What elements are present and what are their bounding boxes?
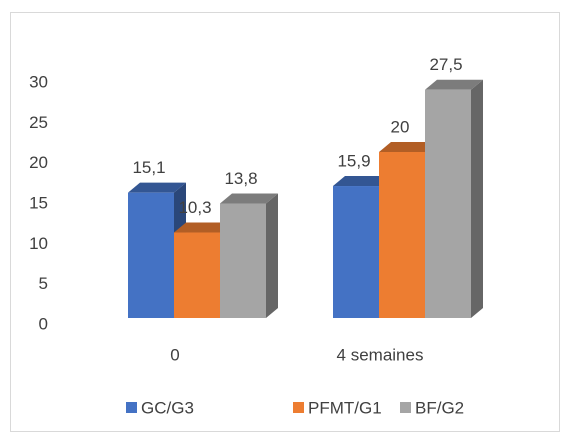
legend-swatch [400, 402, 411, 413]
bar-top [379, 142, 437, 152]
value-label: 15,9 [337, 152, 370, 171]
y-tick-label: 0 [39, 314, 48, 333]
y-tick-label: 10 [29, 234, 48, 253]
y-tick-label: 20 [29, 153, 48, 172]
value-label: 15,1 [132, 158, 165, 177]
y-tick-label: 5 [39, 274, 48, 293]
bar [425, 89, 471, 318]
bar-top [333, 176, 391, 187]
value-label: 13,8 [224, 169, 257, 188]
bar-top [174, 222, 232, 233]
legend-swatch [126, 402, 137, 413]
x-tick-label: 4 semaines [337, 345, 424, 364]
bar-side [266, 193, 278, 318]
bar-top [220, 193, 278, 204]
bar-top [128, 182, 186, 193]
x-tick-label: 0 [170, 345, 179, 364]
value-label: 20 [391, 117, 410, 136]
legend-label: PFMT/G1 [308, 398, 382, 417]
value-label: 27,5 [429, 55, 462, 74]
bar [333, 186, 379, 318]
bar-top [425, 79, 483, 90]
value-label: 10,3 [178, 198, 211, 217]
legend-label: BF/G2 [415, 398, 464, 417]
legend-swatch [293, 402, 304, 413]
bar-side [471, 79, 483, 318]
y-tick-label: 30 [29, 72, 48, 91]
legend-label: GC/G3 [141, 398, 194, 417]
y-tick-label: 15 [29, 193, 48, 212]
bar [128, 192, 174, 318]
bar [174, 232, 220, 318]
y-tick-label: 25 [29, 113, 48, 132]
bar [379, 152, 425, 318]
bar [220, 203, 266, 318]
